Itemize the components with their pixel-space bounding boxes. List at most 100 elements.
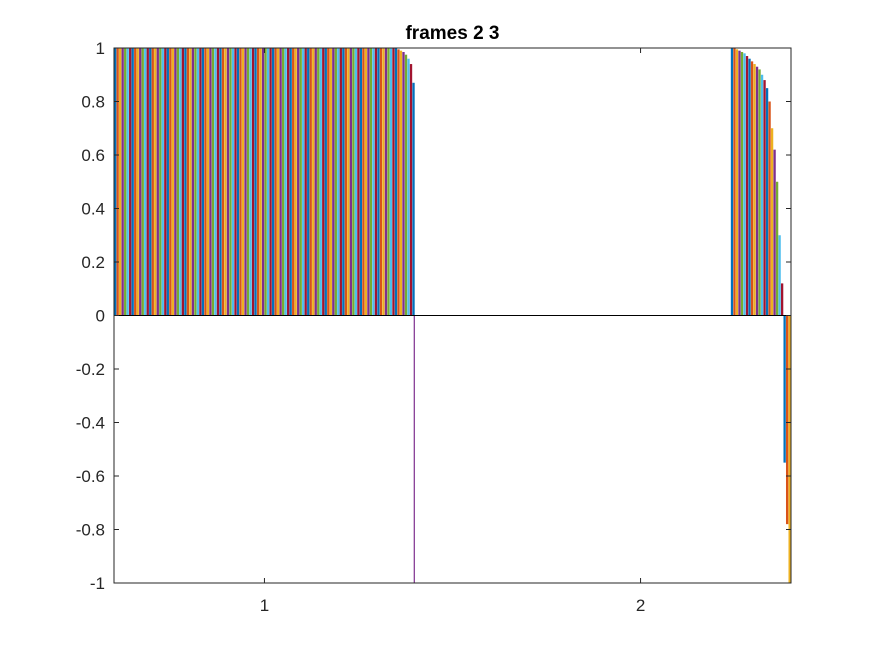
ticks-layer: -1 -0.8 -0.6 -0.4 -0.2 0 0.2 0.4 0.6 0.8 1 1 2 xyxy=(76,39,791,615)
bar xyxy=(149,48,152,316)
bar xyxy=(224,48,227,316)
bar xyxy=(246,48,250,316)
bar xyxy=(116,48,119,316)
bar xyxy=(312,48,315,316)
y-tick-label: 1 xyxy=(96,39,105,58)
bar xyxy=(199,48,202,316)
y-tick-label: -0.8 xyxy=(76,521,105,540)
x-tick-label: 2 xyxy=(636,596,645,615)
bar xyxy=(279,48,282,316)
bar xyxy=(302,48,305,316)
bar xyxy=(334,48,337,316)
bar xyxy=(317,48,320,316)
y-tick-label: 0.8 xyxy=(81,93,105,112)
bar xyxy=(750,61,754,316)
bar xyxy=(399,50,403,316)
bar xyxy=(354,48,358,316)
bar xyxy=(206,48,210,316)
bar xyxy=(324,48,327,316)
bar xyxy=(292,48,295,316)
bar xyxy=(397,49,400,316)
y-tick-label: -0.2 xyxy=(76,360,105,379)
bar xyxy=(344,48,347,316)
bar xyxy=(271,48,275,316)
bar xyxy=(319,48,322,316)
bar xyxy=(304,48,307,316)
bar xyxy=(169,48,172,316)
bar xyxy=(249,48,252,316)
bar xyxy=(266,48,270,316)
bar xyxy=(284,48,287,316)
bar xyxy=(785,315,789,525)
bar xyxy=(229,48,232,316)
bar xyxy=(181,48,185,316)
bar xyxy=(413,315,415,583)
bar xyxy=(740,52,744,316)
bar xyxy=(174,48,177,316)
bar xyxy=(322,48,325,316)
bar xyxy=(364,48,368,316)
bar xyxy=(402,52,405,316)
bar xyxy=(166,48,169,316)
bar xyxy=(367,48,370,316)
bar xyxy=(226,48,230,316)
bar xyxy=(161,48,164,316)
bar xyxy=(254,48,257,316)
bar xyxy=(114,48,117,316)
y-tick-label: 0.2 xyxy=(81,253,105,272)
bars-layer xyxy=(114,48,791,583)
bar xyxy=(763,80,766,316)
bar xyxy=(287,48,290,316)
bar xyxy=(357,48,360,316)
y-tick-label: -1 xyxy=(90,574,105,593)
bar xyxy=(176,48,179,316)
bar xyxy=(412,82,415,316)
y-tick-label: 0.6 xyxy=(81,146,105,165)
bar xyxy=(783,315,786,463)
bar xyxy=(307,48,310,316)
bar xyxy=(314,48,317,316)
bar xyxy=(189,48,192,316)
bar xyxy=(778,235,781,316)
bar xyxy=(276,48,280,316)
bar xyxy=(327,48,330,316)
bar xyxy=(126,48,129,316)
bar xyxy=(753,64,756,316)
bar xyxy=(309,48,312,316)
bar xyxy=(379,48,383,316)
bar xyxy=(347,48,350,316)
bar xyxy=(264,48,267,316)
y-tick-label: -0.6 xyxy=(76,467,105,486)
bar xyxy=(770,128,774,316)
bar xyxy=(788,315,791,583)
bar xyxy=(231,48,235,316)
bar xyxy=(146,48,149,316)
bar xyxy=(342,48,345,316)
bar xyxy=(394,48,398,316)
bar xyxy=(299,48,302,316)
bar xyxy=(387,48,390,316)
bar xyxy=(241,48,245,316)
bar xyxy=(382,48,385,316)
bar xyxy=(201,48,205,316)
bar xyxy=(377,48,380,316)
bar xyxy=(369,48,373,316)
y-tick-label: -0.4 xyxy=(76,414,105,433)
bar xyxy=(179,48,182,316)
bar xyxy=(154,48,157,316)
bar xyxy=(119,48,122,316)
bar xyxy=(214,48,217,316)
bar xyxy=(219,48,222,316)
bar xyxy=(780,283,784,316)
bar xyxy=(261,48,265,316)
bar xyxy=(733,48,736,316)
bar xyxy=(730,48,734,316)
bar xyxy=(211,48,215,316)
bar xyxy=(144,48,147,316)
bar xyxy=(244,48,247,316)
bar xyxy=(191,48,195,316)
bar xyxy=(768,101,771,316)
bar xyxy=(239,48,242,316)
bar xyxy=(256,48,260,316)
bar xyxy=(374,48,378,316)
